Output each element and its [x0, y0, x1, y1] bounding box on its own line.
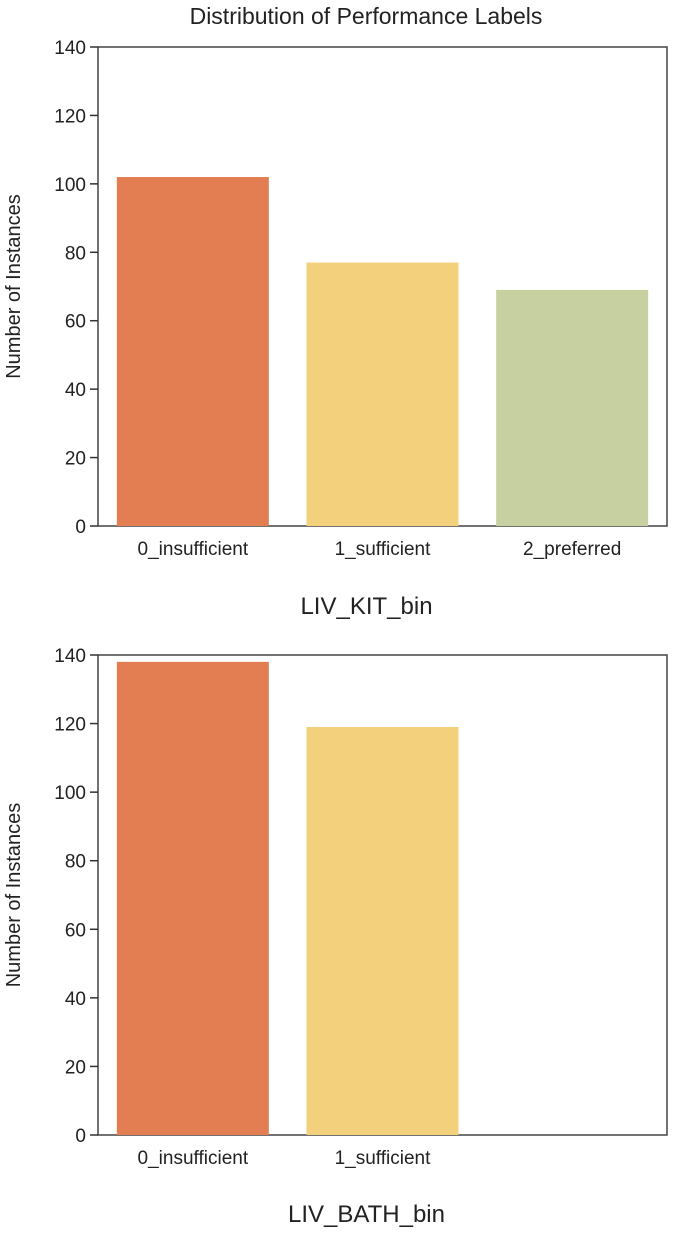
y-axis-label: Number of Instances: [3, 803, 25, 988]
y-tick-label: 140: [54, 38, 86, 59]
chart-panel-liv-kit: 0 20 40 60 80 100 120 140 0_insufficient 1_suffic…: [3, 38, 668, 620]
chart-title: Distribution of Performance Labels: [190, 3, 543, 29]
bar-1-sufficient: [306, 727, 459, 1135]
y-tick-label: 20: [65, 449, 86, 470]
y-tick-label: 140: [54, 646, 86, 667]
y-tick-label: 0: [75, 517, 86, 538]
bar-1-sufficient: [306, 262, 459, 526]
x-tick-label: 0_insufficient: [138, 539, 249, 560]
y-tick-label: 40: [65, 989, 86, 1010]
y-tick-label: 0: [75, 1126, 86, 1147]
y-tick-label: 80: [65, 243, 86, 264]
bar-0-insufficient: [116, 661, 269, 1135]
x-axis-label: LIV_KIT_bin: [300, 593, 432, 620]
bar-0-insufficient: [116, 177, 269, 526]
bar-2-preferred: [496, 289, 649, 526]
y-tick-label: 120: [54, 106, 86, 127]
y-tick-label: 100: [54, 175, 86, 196]
y-tick-label: 60: [65, 312, 86, 333]
x-tick-label: 0_insufficient: [138, 1148, 249, 1169]
y-tick-label: 80: [65, 852, 86, 873]
y-tick-label: 100: [54, 783, 86, 804]
y-tick-label: 20: [65, 1057, 86, 1078]
x-tick-label: 1_sufficient: [335, 539, 431, 560]
x-axis-label: LIV_BATH_bin: [288, 1201, 445, 1228]
x-tick-label: 2_preferred: [523, 539, 621, 560]
y-axis-label: Number of Instances: [3, 194, 25, 379]
y-tick-label: 120: [54, 715, 86, 736]
y-tick-label: 40: [65, 380, 86, 401]
y-tick-label: 60: [65, 920, 86, 941]
x-tick-label: 1_sufficient: [335, 1148, 431, 1169]
chart-panel-liv-bath: 0 20 40 60 80 100 120 140 0_insufficient 1_suffic…: [3, 646, 668, 1228]
